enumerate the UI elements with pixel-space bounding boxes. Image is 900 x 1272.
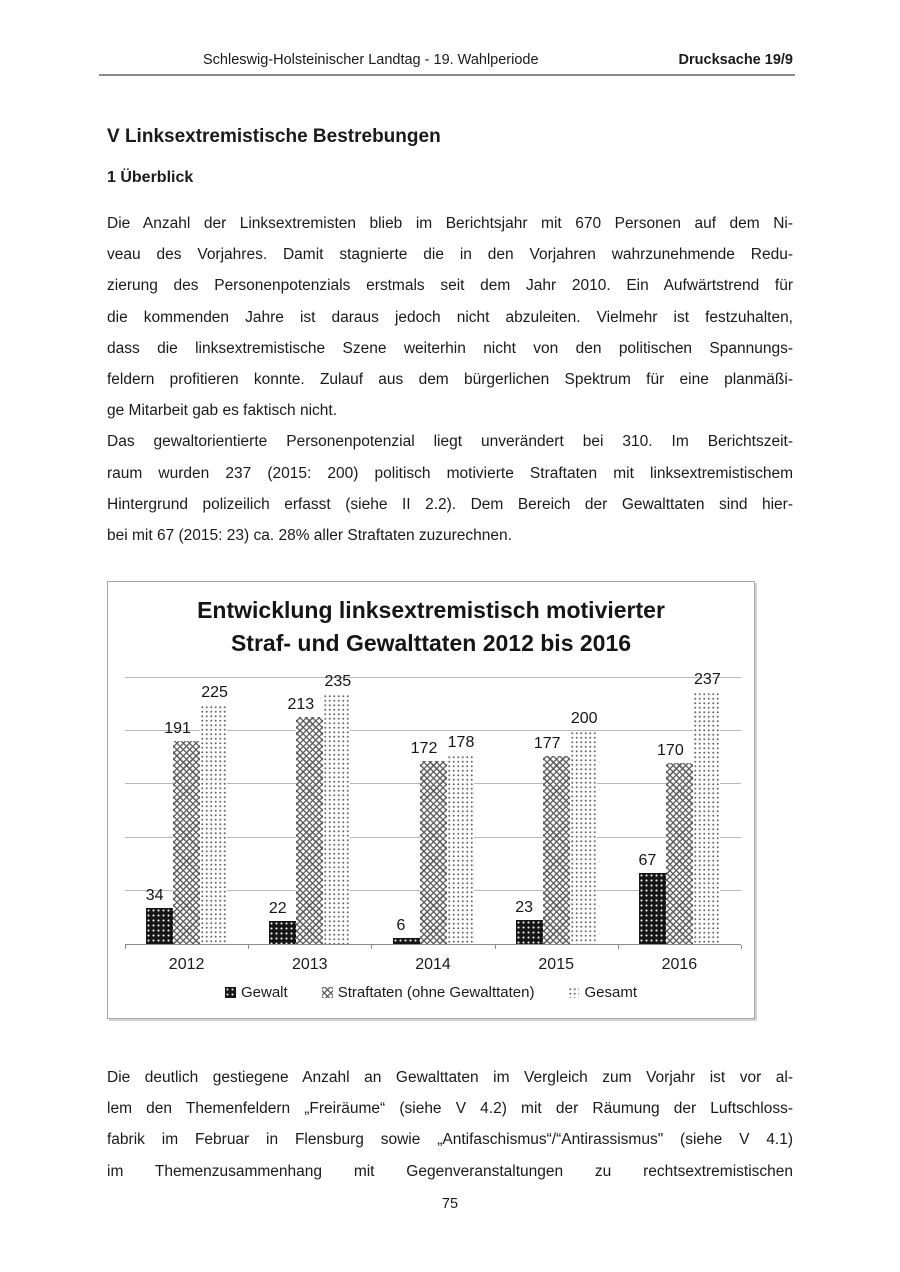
bar-value-label: 172 bbox=[410, 740, 438, 757]
x-axis-label: 2015 bbox=[538, 956, 574, 973]
body-paragraphs-after-chart: Die deutlich gestiegene Anzahl an Gewalt… bbox=[107, 1062, 793, 1187]
chart: Entwicklung linksextremistisch motiviert… bbox=[107, 581, 755, 1019]
text-line: bei mit 67 (2015: 23) ca. 28% aller Stra… bbox=[107, 527, 512, 545]
legend-item: Straftaten (ohne Gewalttaten) bbox=[321, 984, 535, 1001]
bar-straftaten-ohne-gewalttaten--2015 bbox=[542, 755, 570, 944]
bar-value-label: 237 bbox=[694, 670, 721, 688]
bar-value-label: 213 bbox=[287, 696, 315, 714]
legend-item: Gesamt bbox=[568, 984, 637, 1001]
x-axis-label: 2013 bbox=[291, 956, 328, 973]
gray-crosshatch-legend-marker-icon bbox=[321, 987, 333, 998]
text-line: Hintergrund polizeilich erfasst (siehe I… bbox=[107, 495, 793, 513]
bar-gewalt-2016 bbox=[638, 872, 666, 944]
text-line: raum wurden 237 (2015: 200) politisch mo… bbox=[107, 464, 793, 482]
text-line: feldern profitieren konnte. Zulauf aus d… bbox=[107, 371, 793, 389]
bar-gesamt-2013 bbox=[323, 693, 351, 944]
header-rule bbox=[99, 74, 795, 76]
bar-value-label: 34 bbox=[145, 886, 164, 904]
bar-value-label: 191 bbox=[164, 719, 191, 737]
bar-value-label: 177 bbox=[533, 734, 561, 752]
legend-label: Gesamt bbox=[584, 984, 637, 1001]
bar-gesamt-2016 bbox=[692, 691, 720, 944]
x-axis-tick bbox=[617, 945, 619, 949]
x-axis-tick bbox=[371, 945, 373, 949]
text-line: ge Mitarbeit gab es faktisch nicht. bbox=[107, 402, 338, 420]
x-axis-label: 2012 bbox=[168, 956, 205, 973]
bar-straftaten-ohne-gewalttaten--2012 bbox=[173, 740, 201, 944]
chart-title-line-2: Straf- und Gewalttaten 2012 bis 2016 bbox=[230, 630, 632, 656]
text-line: dass die linksextremistische Szene weite… bbox=[107, 339, 793, 357]
bar-straftaten-ohne-gewalttaten--2014 bbox=[419, 761, 447, 944]
text-line: im Themenzusammenhang mit Gegenveranstal… bbox=[107, 1162, 793, 1180]
x-axis-tick bbox=[248, 945, 250, 949]
bar-gewalt-2013 bbox=[269, 920, 297, 944]
x-axis-label: 2014 bbox=[415, 956, 451, 973]
black-dots-legend-marker-icon bbox=[225, 987, 236, 998]
gridline bbox=[125, 677, 741, 678]
page-title: V Linksextremistische Bestrebungen bbox=[107, 126, 441, 147]
chart-plot-area: 34 191 225 22 213 235 6 172 178 23 177 200 67 170 237 bbox=[125, 671, 742, 949]
bar-value-label: 200 bbox=[570, 710, 598, 728]
bar-gewalt-2015 bbox=[515, 919, 543, 944]
text-line: die kommenden Jahre ist daraus jedoch ni… bbox=[107, 308, 793, 326]
bar-value-label: 67 bbox=[638, 851, 657, 869]
chart-legend: Gewalt Straftaten (ohne Gewalttaten) Gesam… bbox=[108, 984, 754, 1001]
text-line: Die Anzahl der Linksextremisten blieb im… bbox=[107, 215, 793, 232]
x-axis-tick bbox=[741, 945, 742, 949]
text-line: Das gewaltorientierte Personenpotenzial … bbox=[107, 433, 793, 451]
header-document-number: Drucksache 19/9 bbox=[678, 52, 793, 68]
text-line: zierung des Personenpotenzials erstmals … bbox=[107, 277, 793, 295]
chart-title-line-1: Entwicklung linksextremistisch motiviert… bbox=[197, 597, 665, 623]
bar-straftaten-ohne-gewalttaten--2016 bbox=[665, 763, 693, 944]
text-line: Die deutlich gestiegene Anzahl an Gewalt… bbox=[107, 1069, 793, 1086]
bar-value-label: 22 bbox=[268, 899, 287, 917]
x-axis-tick bbox=[125, 945, 126, 949]
body-paragraphs: Die Anzahl der Linksextremisten blieb im… bbox=[107, 208, 793, 551]
bar-gesamt-2014 bbox=[446, 754, 474, 944]
bar-gesamt-2015 bbox=[569, 731, 597, 944]
bar-gesamt-2012 bbox=[200, 704, 228, 944]
bar-straftaten-ohne-gewalttaten--2013 bbox=[296, 717, 324, 944]
text-line: fabrik im Februar in Flensburg sowie „An… bbox=[107, 1131, 793, 1149]
bar-value-label: 170 bbox=[657, 742, 684, 760]
bar-value-label: 225 bbox=[201, 683, 228, 701]
section-heading: 1 Überblick bbox=[107, 169, 194, 186]
text-line: veau des Vorjahres. Damit stagnierte die… bbox=[107, 246, 793, 264]
light-dots-legend-marker-icon bbox=[568, 987, 580, 998]
x-axis-tick bbox=[494, 945, 496, 949]
bar-value-label: 23 bbox=[515, 898, 534, 916]
bar-value-label: 178 bbox=[447, 733, 475, 751]
bar-gewalt-2014 bbox=[392, 937, 420, 944]
text-line: lem den Themenfeldern „Freiräume“ (siehe… bbox=[107, 1100, 793, 1118]
chart-title: Entwicklung linksextremistisch motiviert… bbox=[108, 594, 754, 660]
legend-label: Gewalt bbox=[241, 984, 288, 1001]
legend-label: Straftaten (ohne Gewalttaten) bbox=[337, 984, 535, 1001]
bar-value-label: 6 bbox=[396, 916, 406, 934]
bar-value-label: 235 bbox=[324, 672, 352, 690]
page-number: 75 bbox=[441, 1196, 459, 1212]
x-axis-label: 2016 bbox=[661, 956, 698, 973]
legend-item: Gewalt bbox=[225, 984, 288, 1001]
header-left-text: Schleswig-Holsteinischer Landtag - 19. W… bbox=[203, 52, 539, 68]
gridline bbox=[125, 730, 741, 732]
bar-gewalt-2012 bbox=[146, 907, 174, 944]
chart-x-axis-labels: 2012 2013 2014 2015 2016 bbox=[125, 956, 741, 976]
